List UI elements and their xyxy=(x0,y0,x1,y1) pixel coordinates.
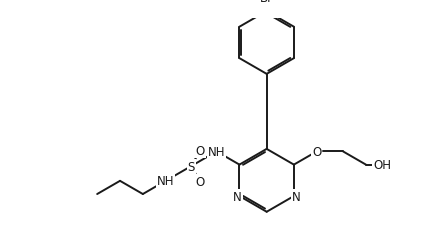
Text: NH: NH xyxy=(157,175,174,187)
Text: S: S xyxy=(187,160,195,173)
Text: NH: NH xyxy=(208,145,225,158)
Text: O: O xyxy=(312,145,321,158)
Text: O: O xyxy=(195,145,205,158)
Text: O: O xyxy=(195,175,205,188)
Text: Br: Br xyxy=(260,0,273,5)
Text: N: N xyxy=(233,190,242,203)
Text: N: N xyxy=(291,190,300,203)
Text: OH: OH xyxy=(373,159,391,171)
